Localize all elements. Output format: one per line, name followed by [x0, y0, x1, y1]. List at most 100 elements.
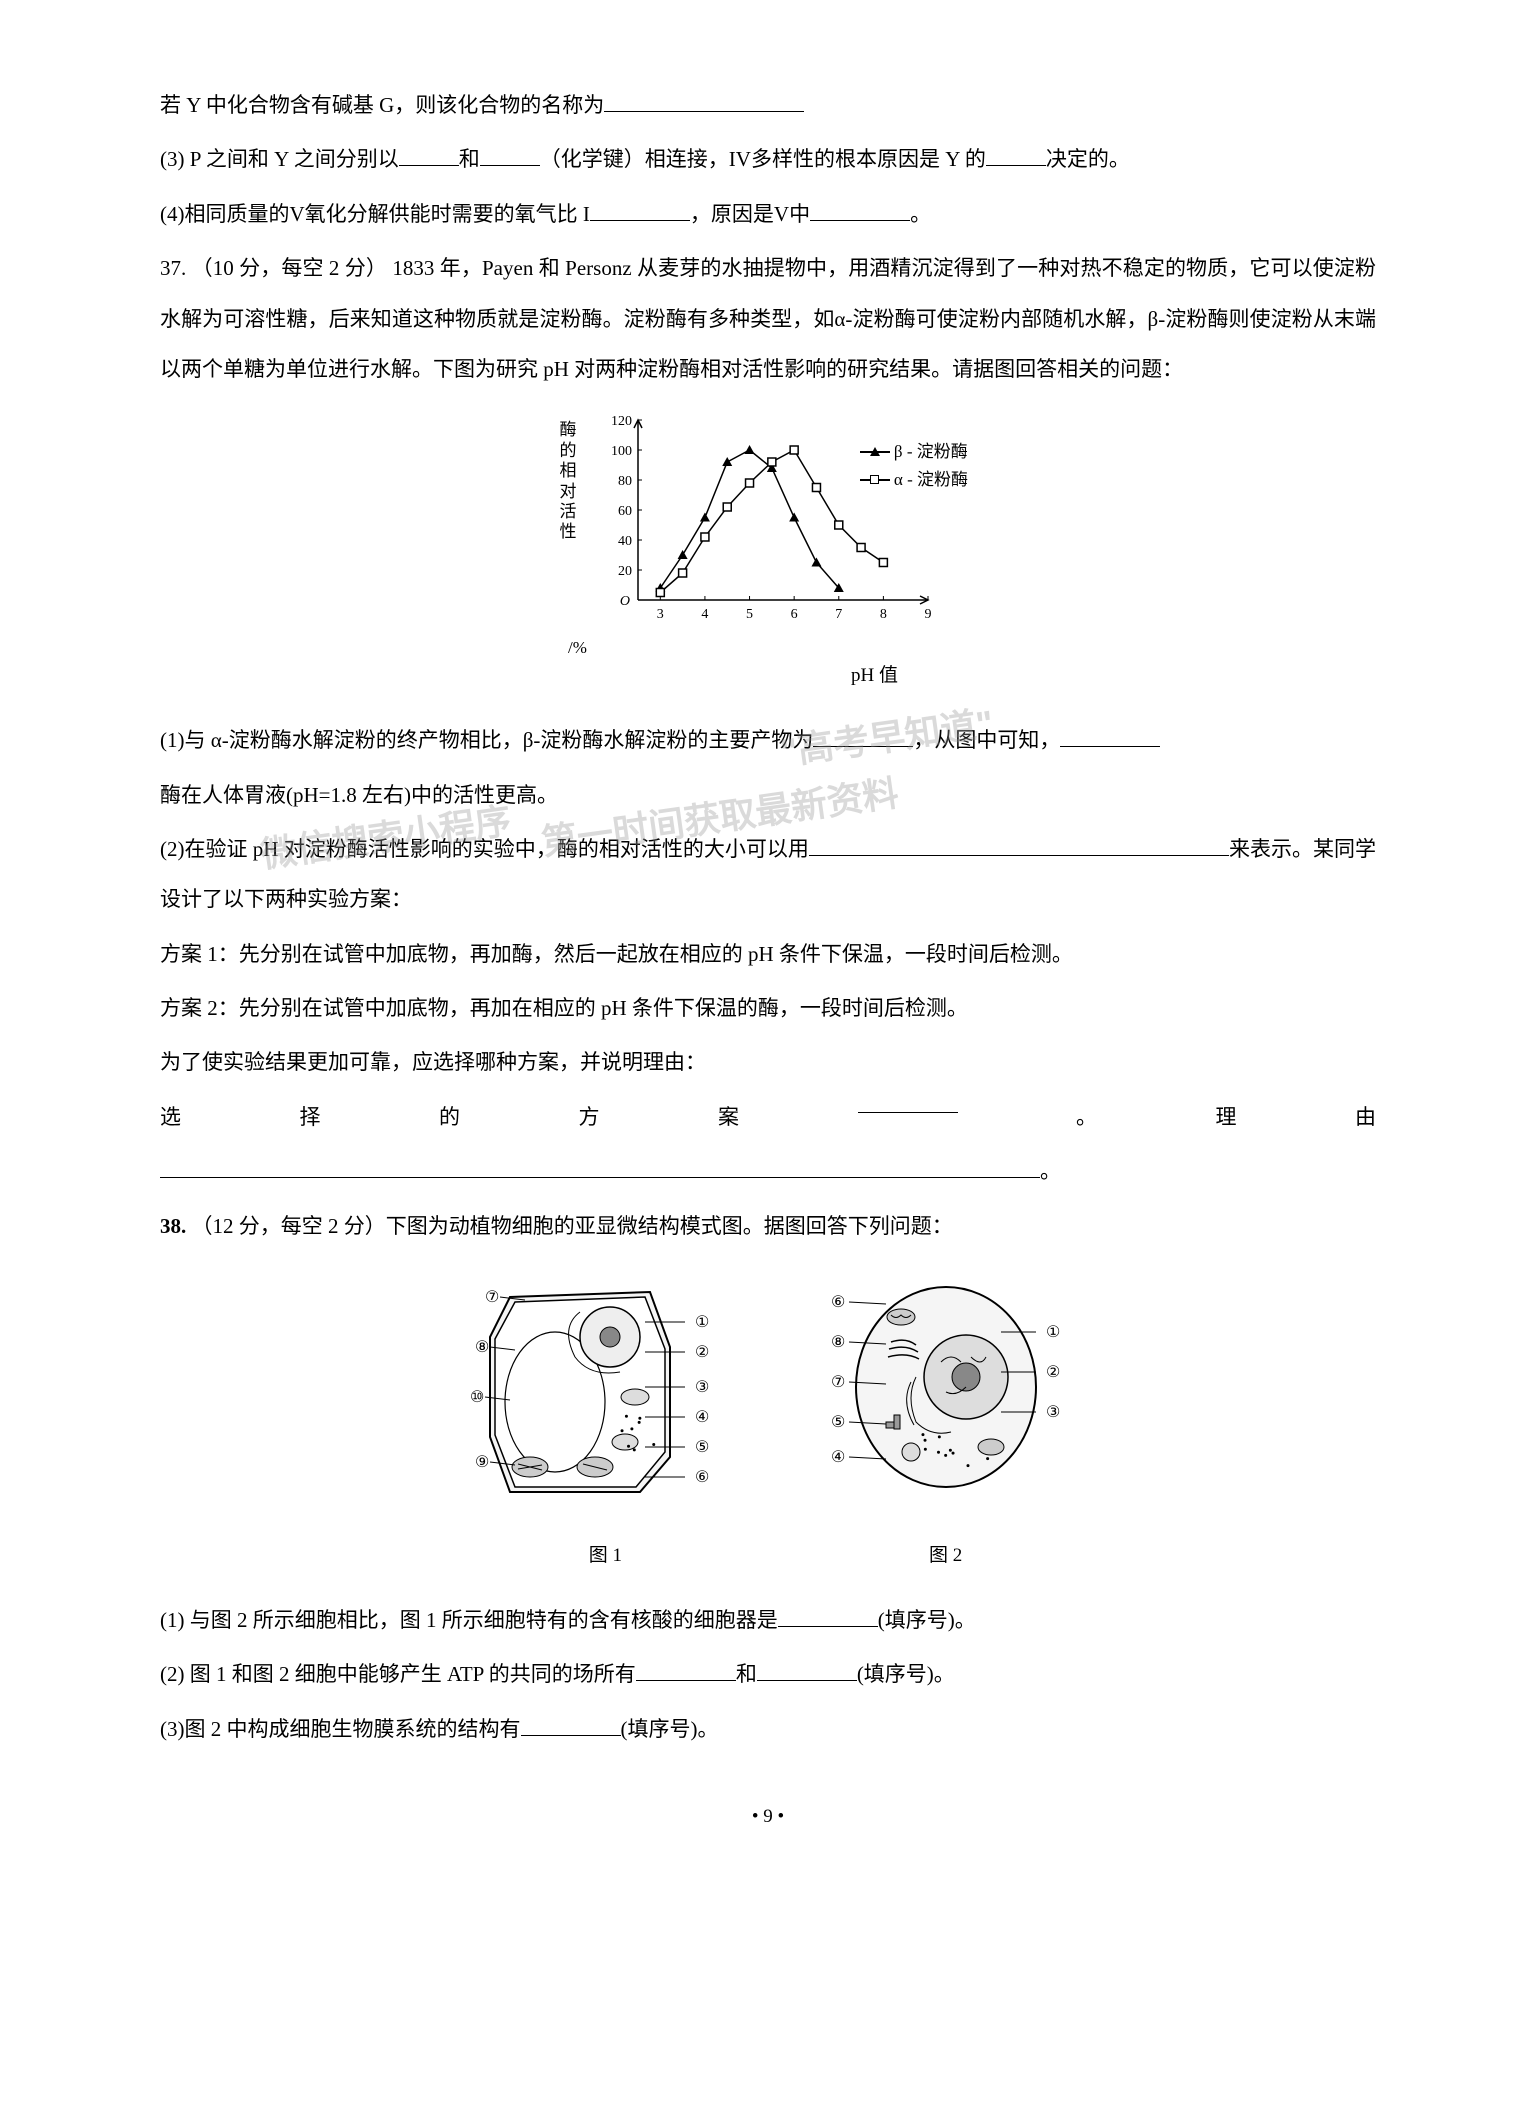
svg-text:⑦: ⑦ — [831, 1374, 845, 1391]
text: 决定的。 — [1046, 147, 1130, 171]
text: （化学键）相连接，IV多样性的根本原因是 Y 的 — [540, 147, 986, 171]
legend-item-alpha: α - 淀粉酶 — [860, 468, 968, 492]
chart: 酶的相对活性 /% O204060801001203456789 β - 淀粉酶… — [598, 410, 938, 698]
q37-choice-row: 选 择 的 方 案 。 理 由 — [160, 1092, 1376, 1142]
blank — [778, 1606, 878, 1627]
blank — [636, 1660, 736, 1681]
legend-item-beta: β - 淀粉酶 — [860, 440, 968, 464]
blank — [521, 1715, 621, 1736]
ylabel-text: 酶的相对活性 — [560, 420, 577, 541]
text: (填序号)。 — [621, 1717, 719, 1741]
svg-text:O: O — [620, 594, 630, 609]
blank — [858, 1092, 958, 1113]
svg-text:⑥: ⑥ — [831, 1294, 845, 1311]
text: (填序号)。 — [857, 1662, 955, 1686]
svg-text:①: ① — [695, 1314, 709, 1331]
text: 案 — [718, 1092, 739, 1142]
svg-text:80: 80 — [618, 474, 632, 489]
text: (1)与 α-淀粉酶水解淀粉的终产物相比，β-淀粉酶水解淀粉的主要产物为 — [160, 728, 813, 752]
blank — [986, 145, 1046, 166]
text: 由 — [1355, 1092, 1376, 1142]
text: 酶在人体胃液(pH=1.8 左右)中的活性更高。 — [160, 783, 558, 807]
fig2-caption: 图 2 — [816, 1533, 1076, 1579]
svg-text:100: 100 — [611, 444, 632, 459]
blank — [399, 145, 459, 166]
svg-text:⑤: ⑤ — [831, 1414, 845, 1431]
text: 为了使实验结果更加可靠，应选择哪种方案，并说明理由： — [160, 1050, 706, 1074]
blank — [604, 91, 804, 112]
text: 和 — [736, 1662, 757, 1686]
legend-line — [860, 479, 890, 481]
q36-line1: 若 Y 中化合物含有碱基 G，则该化合物的名称为 — [160, 80, 1376, 130]
svg-text:9: 9 — [925, 607, 932, 622]
text: (1) 与图 2 所示细胞相比，图 1 所示细胞特有的含有核酸的细胞器是 — [160, 1608, 778, 1632]
cell1-svg: ⑦⑧⑩⑨①②③④⑤⑥ — [460, 1267, 750, 1507]
text: (2) 图 1 和图 2 细胞中能够产生 ATP 的共同的场所有 — [160, 1662, 636, 1686]
svg-text:20: 20 — [618, 564, 632, 579]
q37-sub1b: 酶在人体胃液(pH=1.8 左右)中的活性更高。 — [160, 770, 1376, 820]
text: (3) P 之间和 Y 之间分别以 — [160, 147, 399, 171]
svg-text:5: 5 — [746, 607, 753, 622]
blank — [809, 835, 1229, 856]
text: 。 — [1076, 1092, 1097, 1142]
q36-line3: (4)相同质量的V氧化分解供能时需要的氧气比 I ，原因是V中 。 — [160, 189, 1376, 239]
svg-text:②: ② — [1046, 1364, 1060, 1381]
svg-text:⑨: ⑨ — [475, 1454, 489, 1471]
text: （12 分，每空 2 分）下图为动植物细胞的亚显微结构模式图。据图回答下列问题： — [192, 1214, 953, 1238]
svg-text:6: 6 — [791, 607, 798, 622]
blank — [813, 726, 913, 747]
svg-text:120: 120 — [611, 414, 632, 429]
text: (4)相同质量的V氧化分解供能时需要的氧气比 I — [160, 202, 590, 226]
svg-text:8: 8 — [880, 607, 887, 622]
chart-legend: β - 淀粉酶 α - 淀粉酶 — [860, 440, 968, 496]
svg-text:④: ④ — [831, 1449, 845, 1466]
blank — [810, 200, 910, 221]
svg-text:⑦: ⑦ — [485, 1289, 499, 1306]
text: 方 — [579, 1092, 600, 1142]
text: (3)图 2 中构成细胞生物膜系统的结构有 — [160, 1717, 521, 1741]
q38-header: 38. （12 分，每空 2 分）下图为动植物细胞的亚显微结构模式图。据图回答下… — [160, 1201, 1376, 1251]
q38-sub1: (1) 与图 2 所示细胞相比，图 1 所示细胞特有的含有核酸的细胞器是 (填序号… — [160, 1595, 1376, 1645]
q38-sub2: (2) 图 1 和图 2 细胞中能够产生 ATP 的共同的场所有 和 (填序号)。 — [160, 1649, 1376, 1699]
q37-header: 37. （10 分，每空 2 分） 1833 年，Payen 和 Personz… — [160, 243, 1376, 394]
legend-label: β - 淀粉酶 — [894, 440, 968, 464]
text: ，原因是V中 — [690, 202, 810, 226]
blank — [757, 1660, 857, 1681]
svg-text:②: ② — [695, 1344, 709, 1361]
text: 。 — [910, 202, 931, 226]
text: ，从图中可知， — [913, 728, 1060, 752]
text: 理 — [1216, 1092, 1237, 1142]
svg-text:⑧: ⑧ — [831, 1334, 845, 1351]
text: 的 — [439, 1092, 460, 1142]
svg-text:③: ③ — [695, 1379, 709, 1396]
text: 37. （10 分，每空 2 分） 1833 年，Payen 和 Personz… — [160, 256, 1376, 381]
triangle-icon — [870, 447, 880, 456]
svg-text:⑥: ⑥ — [695, 1469, 709, 1486]
q37-plan1: 方案 1：先分别在试管中加底物，再加酶，然后一起放在相应的 pH 条件下保温，一… — [160, 929, 1376, 979]
cell2-svg: ⑥⑧⑦⑤④①②③ — [816, 1267, 1076, 1507]
fig1-caption: 图 1 — [460, 1533, 750, 1579]
cell-diagrams: ⑦⑧⑩⑨①②③④⑤⑥ 图 1 ⑥⑧⑦⑤④①②③ 图 2 — [160, 1267, 1376, 1579]
q37-ask: 为了使实验结果更加可靠，应选择哪种方案，并说明理由： — [160, 1037, 1376, 1087]
q38-num: 38. — [160, 1214, 186, 1238]
svg-text:4: 4 — [701, 607, 708, 622]
svg-text:⑩: ⑩ — [470, 1389, 484, 1406]
blank — [1060, 726, 1160, 747]
q37-reason-blank: 。 — [160, 1146, 1376, 1196]
cell-diagram-1: ⑦⑧⑩⑨①②③④⑤⑥ 图 1 — [460, 1267, 750, 1579]
q36-line2: (3) P 之间和 Y 之间分别以和（化学键）相连接，IV多样性的根本原因是 Y… — [160, 134, 1376, 184]
text: (2)在验证 pH 对淀粉酶活性影响的实验中，酶的相对活性的大小可以用 — [160, 837, 809, 861]
text: 方案 2：先分别在试管中加底物，再加在相应的 pH 条件下保温的酶，一段时间后检… — [160, 996, 968, 1020]
text: 选 — [160, 1092, 181, 1142]
svg-text:③: ③ — [1046, 1404, 1060, 1421]
svg-text:3: 3 — [657, 607, 664, 622]
text: (填序号)。 — [878, 1608, 976, 1632]
page-number: • 9 • — [160, 1794, 1376, 1840]
q37-plan2: 方案 2：先分别在试管中加底物，再加在相应的 pH 条件下保温的酶，一段时间后检… — [160, 983, 1376, 1033]
text: 方案 1：先分别在试管中加底物，再加酶，然后一起放在相应的 pH 条件下保温，一… — [160, 942, 1073, 966]
square-icon — [870, 475, 879, 484]
svg-text:60: 60 — [618, 504, 632, 519]
cell-diagram-2: ⑥⑧⑦⑤④①②③ 图 2 — [816, 1267, 1076, 1579]
legend-line — [860, 451, 890, 453]
text: 择 — [300, 1092, 321, 1142]
